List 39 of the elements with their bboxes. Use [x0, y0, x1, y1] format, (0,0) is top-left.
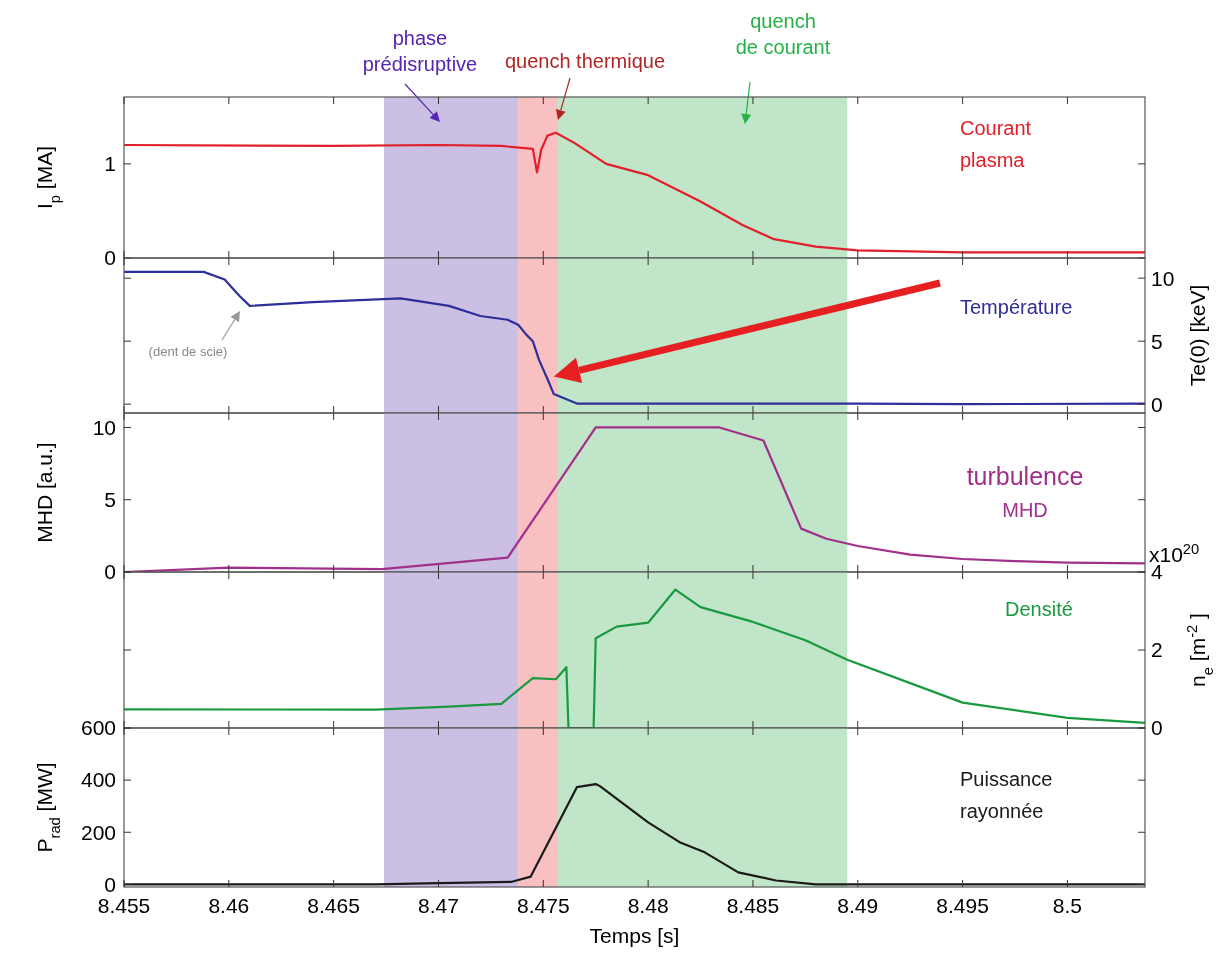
y2-tick-label: 10 [1151, 266, 1175, 290]
y-axis-title: MHD [a.u.] [33, 442, 56, 543]
y2-tick-label: 2 [1151, 638, 1163, 662]
y-tick-label: 0 [104, 872, 116, 896]
x-tick-label: 8.48 [627, 894, 669, 917]
y-tick-label: 400 [80, 768, 116, 792]
y-tick-label: 1 [104, 152, 116, 176]
y2-axis-title: Te(0) [keV] [1186, 284, 1209, 387]
x-tick-label: 8.475 [517, 894, 570, 917]
y-tick-label: 200 [80, 820, 116, 844]
x-tick-label: 8.455 [97, 894, 151, 917]
band-label: quench de courant [735, 10, 831, 58]
text: Puissance rayonnée [960, 768, 1053, 822]
y2-tick-label: 5 [1151, 329, 1163, 353]
series-label: turbulence MHD [966, 462, 1084, 521]
annotation: (dent de scie) [148, 344, 228, 359]
text: Courant plasma [960, 117, 1032, 171]
x-axis-title: Temps [s] [589, 924, 680, 947]
x-tick-label: 8.465 [307, 894, 360, 917]
x-tick-label: 8.46 [208, 894, 250, 917]
x-tick-label: 8.47 [418, 894, 459, 917]
line-series [124, 270, 1145, 406]
text: Densité [1005, 598, 1073, 620]
text: x10$^{20}$ [1149, 541, 1200, 566]
band-label: quench thermique [504, 50, 666, 72]
y-tick-label: 600 [80, 716, 116, 740]
line-series [124, 588, 1145, 728]
text: Température [960, 296, 1073, 318]
y-tick-label: 10 [92, 415, 116, 439]
y-tick-label: 0 [104, 246, 116, 270]
x-tick-label: 8.485 [726, 894, 780, 917]
y2-tick-label: 0 [1151, 392, 1163, 416]
y-tick-label: 5 [104, 488, 116, 512]
y2-tick-label: 0 [1151, 716, 1163, 740]
x-tick-label: 8.5 [1052, 894, 1083, 917]
band-label: phase prédisruptive [362, 27, 478, 75]
y-tick-label: 0 [104, 560, 116, 584]
x-tick-label: 8.49 [837, 894, 879, 917]
x-tick-label: 8.495 [936, 894, 989, 917]
